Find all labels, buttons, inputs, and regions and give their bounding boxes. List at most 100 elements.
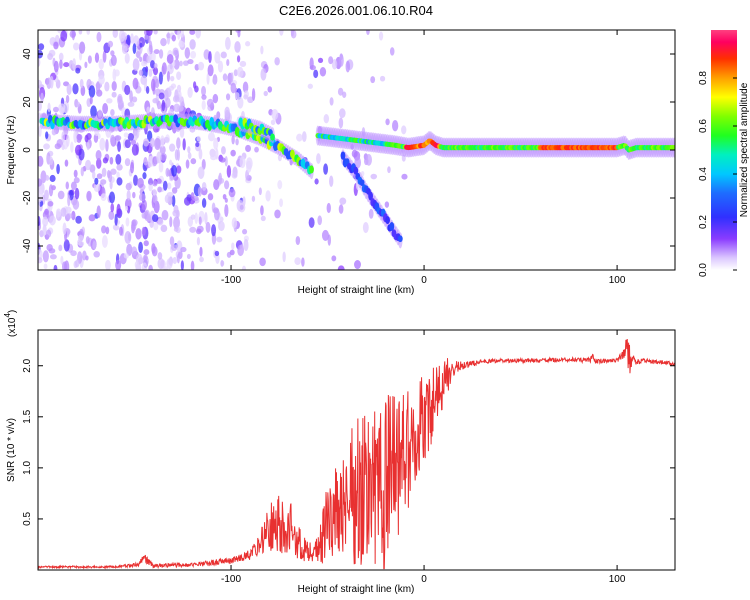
heatmap-noise-cell	[101, 167, 107, 178]
snr-x-tick-label: -100	[221, 574, 241, 585]
heatmap-noise-cell	[161, 209, 169, 221]
heatmap-noise-cell	[279, 198, 283, 208]
snr-frame	[37, 329, 676, 571]
heatmap-noise-cell	[267, 86, 273, 93]
heatmap-noise-cell	[117, 95, 123, 103]
heatmap-noise-cell	[72, 58, 77, 71]
spectrogram-x-tick-label: -100	[221, 275, 241, 286]
heatmap-noise-cell	[70, 141, 74, 153]
heatmap-noise-cell	[152, 180, 158, 187]
heatmap-noise-cell	[61, 144, 65, 151]
heatmap-noise-cell	[93, 183, 101, 193]
heatmap-noise-cell	[102, 103, 109, 115]
heatmap-ridge-cell	[270, 133, 275, 141]
heatmap-noise-cell	[370, 173, 378, 180]
heatmap-noise-cell	[295, 235, 301, 246]
heatmap-noise-cell	[193, 81, 197, 89]
heatmap-noise-cell	[65, 213, 73, 219]
heatmap-noise-cell	[184, 47, 191, 59]
heatmap-noise-cell	[132, 58, 140, 72]
heatmap-noise-cell	[169, 159, 173, 166]
heatmap-noise-cell	[132, 43, 137, 54]
heatmap-noise-cell	[62, 261, 68, 270]
heatmap-noise-cell	[116, 203, 121, 217]
heatmap-noise-cell	[130, 162, 135, 174]
heatmap-noise-cell	[176, 84, 182, 93]
snr-x-tick-label: 0	[421, 574, 427, 585]
heatmap-noise-cell	[189, 39, 196, 50]
spectrogram-x-tick-label: 0	[421, 275, 427, 286]
heatmap-noise-cell	[143, 240, 149, 247]
heatmap-noise-cell	[241, 265, 247, 270]
heatmap-noise-cell	[151, 214, 159, 223]
heatmap-noise-cell	[329, 175, 334, 187]
snr-y-multiplier: (x104)	[3, 310, 18, 337]
heatmap-noise-cell	[243, 94, 249, 100]
heatmap-noise-cell	[331, 59, 338, 70]
heatmap-noise-cell	[77, 234, 84, 242]
heatmap-noise-cell	[328, 56, 334, 65]
heatmap-noise-cell	[116, 163, 123, 171]
heatmap-noise-cell	[112, 30, 119, 38]
heatmap-noise-cell	[242, 228, 248, 235]
heatmap-noise-cell	[243, 239, 249, 252]
spectrogram-y-tick-label: 20	[22, 96, 33, 108]
heatmap-noise-cell	[338, 54, 344, 67]
heatmap-noise-cell	[231, 172, 238, 179]
snr-multiplier-base: (x10	[7, 317, 18, 337]
heatmap-noise-cell	[218, 172, 223, 185]
heatmap-noise-cell	[147, 155, 153, 168]
heatmap-noise-cell	[351, 149, 358, 158]
heatmap-noise-cell	[40, 170, 47, 184]
heatmap-noise-cell	[179, 127, 185, 138]
heatmap-noise-cell	[216, 236, 223, 243]
heatmap-noise-cell	[251, 195, 256, 202]
heatmap-noise-cell	[219, 157, 226, 163]
heatmap-noise-cell	[331, 255, 337, 262]
heatmap-noise-cell	[239, 244, 245, 256]
heatmap-noise-cell	[231, 135, 235, 145]
heatmap-noise-cell	[72, 199, 80, 210]
heatmap-noise-cell	[136, 177, 144, 189]
heatmap-noise-cell	[92, 240, 97, 250]
heatmap-noise-cell	[301, 131, 307, 143]
heatmap-noise-cell	[214, 250, 220, 257]
heatmap-noise-cell	[207, 193, 214, 201]
heatmap-noise-cell	[220, 260, 225, 267]
heatmap-noise-cell	[51, 128, 57, 136]
heatmap-noise-cell	[130, 33, 134, 44]
colorbar-ticks: 0.0 0.2 0.4 0.6 0.8	[698, 71, 737, 277]
heatmap-noise-cell	[160, 224, 168, 233]
heatmap-noise-cell	[237, 96, 244, 109]
heatmap-noise-cell	[124, 158, 131, 167]
heatmap-noise-cell	[158, 161, 164, 173]
heatmap-noise-cell	[158, 92, 165, 100]
heatmap-noise-cell	[171, 195, 176, 207]
heatmap-noise-cell	[96, 157, 102, 169]
heatmap-noise-cell	[141, 212, 145, 219]
heatmap-noise-cell	[133, 174, 138, 186]
heatmap-noise-cell	[231, 217, 238, 229]
heatmap-noise-cell	[110, 50, 115, 57]
snr-y-tick-label: 2.0	[22, 358, 33, 372]
heatmap-noise-cell	[139, 56, 143, 63]
heatmap-noise-cell	[226, 58, 230, 67]
heatmap-noise-cell	[132, 191, 136, 199]
heatmap-noise-cell	[123, 132, 129, 138]
heatmap-noise-cell	[109, 156, 114, 165]
heatmap-noise-cell	[135, 51, 141, 58]
heatmap-noise-cell	[194, 212, 198, 224]
heatmap-noise-cell	[159, 145, 166, 155]
spectrogram-x-ticks: -100 0 100	[221, 30, 626, 286]
heatmap-noise-cell	[153, 222, 159, 231]
heatmap-noise-cell	[168, 143, 176, 152]
heatmap-noise-cell	[60, 255, 64, 265]
heatmap-noise-cell	[216, 111, 221, 119]
heatmap-noise-cell	[158, 49, 164, 59]
heatmap-noise-cell	[327, 234, 331, 246]
heatmap-ridge-cell	[309, 165, 314, 174]
heatmap-noise-cell	[326, 202, 331, 214]
heatmap-noise-cell	[354, 260, 361, 270]
heatmap-noise-cell	[48, 184, 54, 197]
